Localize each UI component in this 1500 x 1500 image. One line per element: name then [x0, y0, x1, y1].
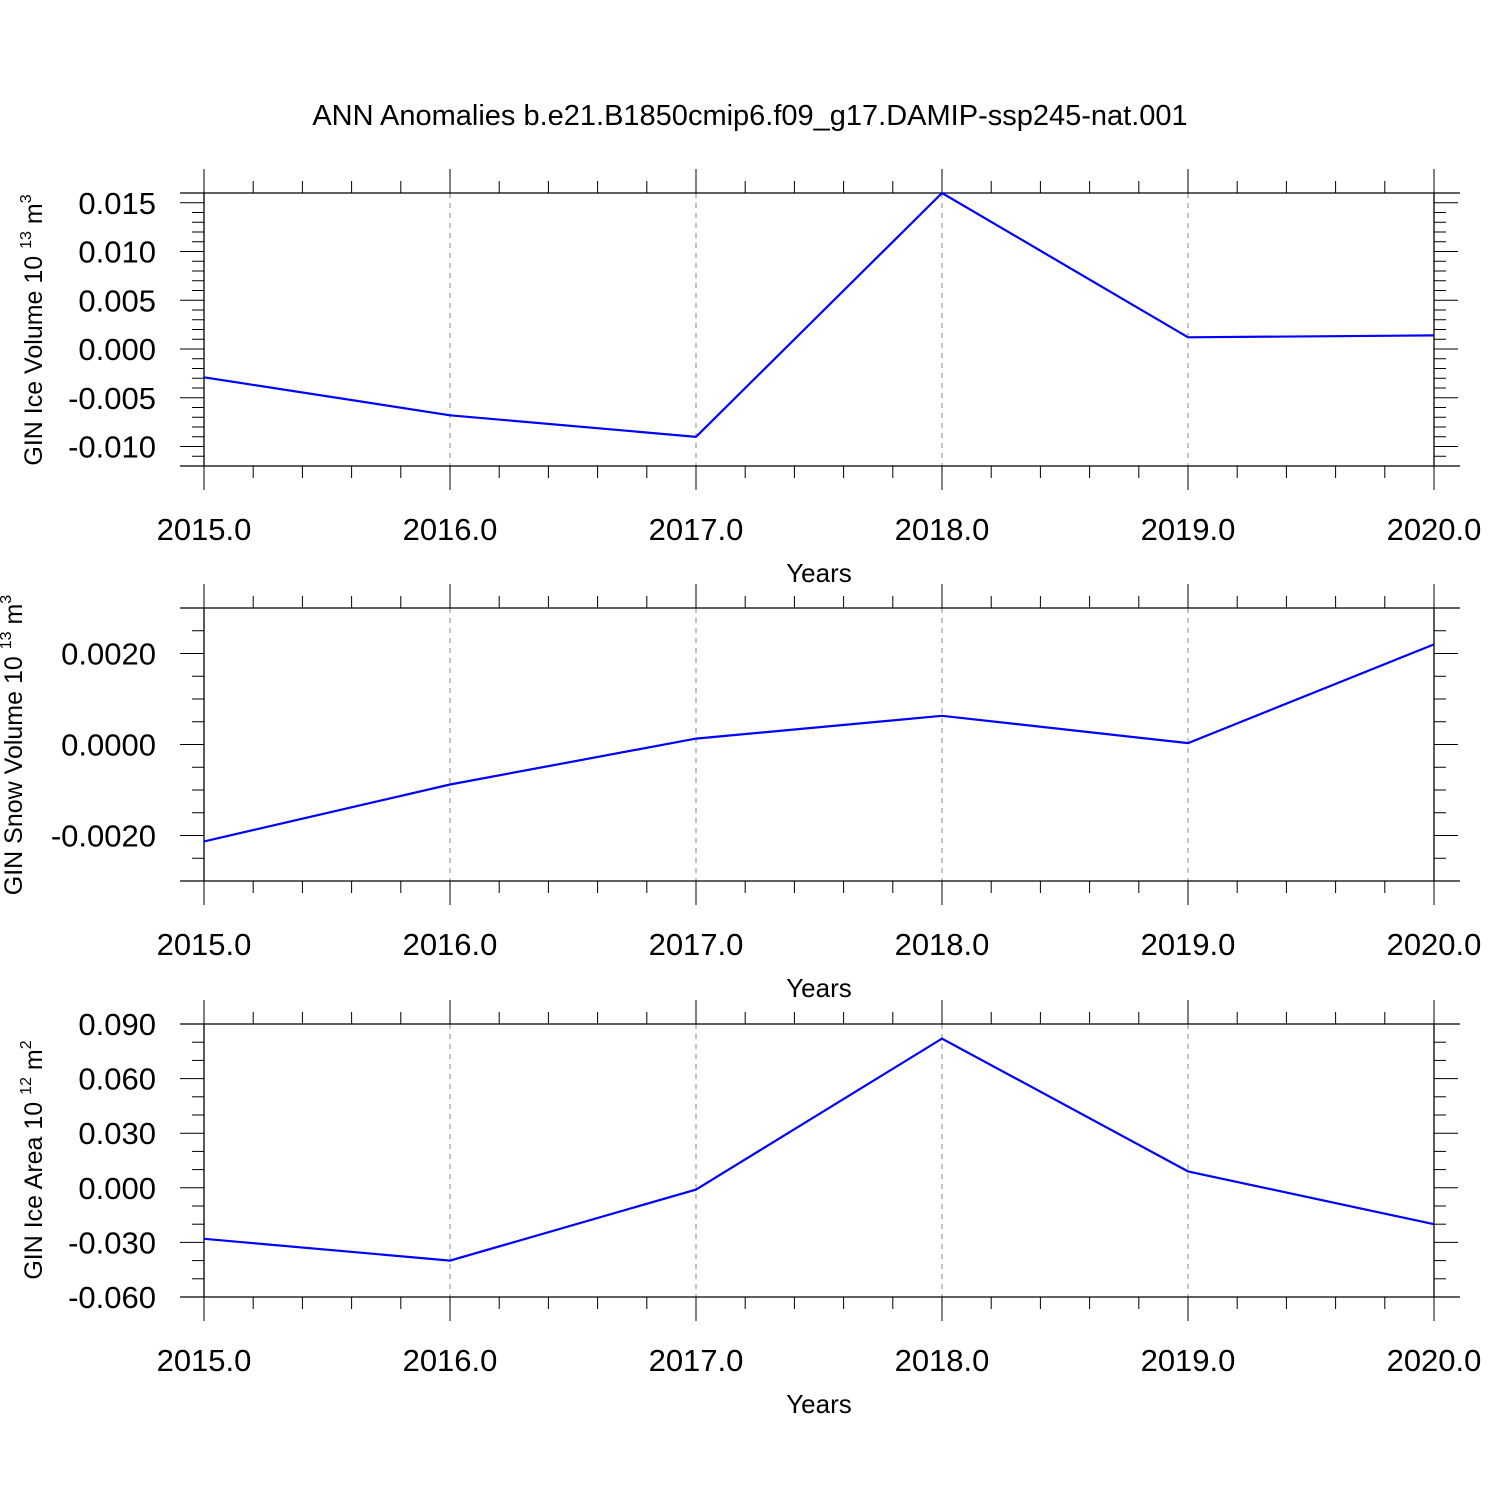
x-tick-label: 2016.0 [403, 1343, 498, 1378]
x-tick-label: 2015.0 [157, 927, 252, 962]
y-tick-label: 0.0020 [61, 637, 156, 672]
y-tick-label: -0.005 [68, 381, 156, 416]
x-tick-label: 2018.0 [895, 927, 990, 962]
figure-title: ANN Anomalies b.e21.B1850cmip6.f09_g17.D… [312, 100, 1188, 132]
series-line [203, 643, 1435, 843]
y-axis-title-unit-exponent: 3 [0, 595, 15, 604]
x-axis-title: Years [786, 558, 852, 588]
x-tick-label: 2017.0 [649, 512, 744, 547]
y-axis-title-exponent: 13 [18, 231, 35, 249]
y-tick-label: 0.015 [78, 186, 156, 221]
x-tick-label: 2015.0 [157, 512, 252, 547]
y-axis-title-text: GIN Ice Area 10 [20, 1095, 48, 1280]
series-line [203, 1037, 1435, 1262]
y-axis-title: GIN Ice Area 10 12 m2 [18, 1040, 48, 1279]
y-tick-label: -0.030 [68, 1225, 156, 1260]
x-tick-label: 2017.0 [649, 1343, 744, 1378]
y-tick-label: 0.0000 [61, 728, 156, 763]
x-tick-label: 2017.0 [649, 927, 744, 962]
y-axis-title-text: GIN Snow Volume 10 [0, 649, 28, 895]
y-axis-title-exponent: 12 [18, 1077, 35, 1095]
y-tick-label: 0.005 [78, 283, 156, 318]
chart-panel-1: 0.015 0.010 0.005 0.000 -0.005 -0.010 2015.0 20… [18, 169, 1481, 588]
x-tick-label: 2019.0 [1141, 1343, 1236, 1378]
y-tick-label: 0.030 [78, 1116, 156, 1151]
x-tick-label: 2016.0 [403, 927, 498, 962]
x-tick-label: 2015.0 [157, 1343, 252, 1378]
y-tick-label: -0.0020 [51, 819, 156, 854]
y-axis-title-text: GIN Ice Volume 10 [20, 249, 48, 466]
y-tick-label: 0.010 [78, 235, 156, 270]
x-tick-label: 2016.0 [403, 512, 498, 547]
x-axis-title: Years [786, 973, 852, 1003]
x-axis-title: Years [786, 1389, 852, 1419]
y-tick-label: 0.000 [78, 1171, 156, 1206]
y-axis-title-exponent: 13 [0, 631, 15, 649]
x-tick-label: 2018.0 [895, 1343, 990, 1378]
y-tick-label: 0.060 [78, 1062, 156, 1097]
y-axis-title-unit-exponent: 2 [18, 1040, 35, 1049]
y-axis-title: GIN Snow Volume 10 13 m3 [0, 595, 28, 896]
y-tick-label: 0.090 [78, 1007, 156, 1042]
y-axis-title-unit: m [20, 1049, 48, 1077]
y-tick-label: -0.010 [68, 430, 156, 465]
x-tick-label: 2020.0 [1387, 512, 1482, 547]
y-tick-label: 0.000 [78, 332, 156, 367]
x-tick-label: 2020.0 [1387, 1343, 1482, 1378]
x-tick-label: 2019.0 [1141, 512, 1236, 547]
x-tick-label: 2018.0 [895, 512, 990, 547]
series-line [203, 191, 1435, 438]
y-axis-title-unit: m [0, 604, 28, 632]
x-tick-label: 2020.0 [1387, 927, 1482, 962]
y-axis-title-unit: m [20, 203, 48, 231]
y-axis-title: GIN Ice Volume 10 13 m3 [18, 194, 48, 465]
y-tick-label: -0.060 [68, 1280, 156, 1315]
y-axis-title-unit-exponent: 3 [18, 194, 35, 203]
x-tick-label: 2019.0 [1141, 927, 1236, 962]
chart-panel-2: 0.0020 0.0000 -0.0020 2015.0 2016.0 2017.0 201… [0, 584, 1481, 1003]
